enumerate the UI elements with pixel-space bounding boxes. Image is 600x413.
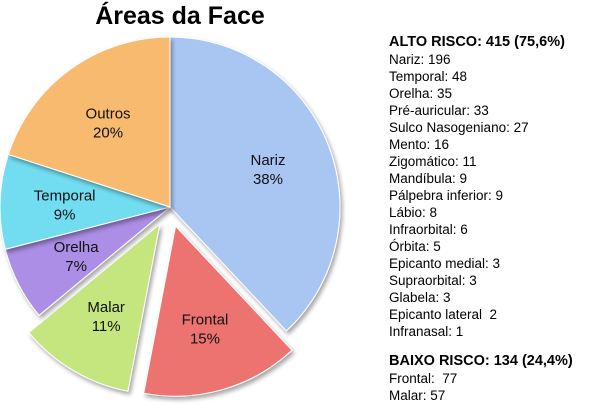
slice-label-nariz: Nariz (250, 152, 285, 169)
legend-high-risk-item: Glabela: 3 (389, 290, 451, 305)
chart-title: Áreas da Face (95, 2, 265, 30)
legend-low-risk-item: Malar: 57 (389, 388, 446, 403)
slice-percent-temporal: 9% (54, 207, 76, 224)
legend-high-risk-item: Pálpebra inferior: 9 (389, 188, 504, 203)
slice-percent-frontal: 15% (190, 330, 220, 347)
legend-high-risk-item: Supraorbital: 3 (389, 273, 477, 288)
legend-high-risk-header: ALTO RISCO: 415 (75,6%) (389, 34, 565, 50)
legend-high-risk-item: Órbita: 5 (389, 239, 441, 254)
legend-high-risk-item: Orelha: 35 (389, 86, 453, 101)
legend: ALTO RISCO: 415 (75,6%) Nariz: 196 Tempor… (389, 33, 597, 404)
legend-low-risk-list: Frontal: 77 Malar: 57 (389, 370, 597, 404)
slice-label-temporal: Temporal (34, 188, 96, 205)
legend-high-risk-item: Mandíbula: 9 (389, 171, 468, 186)
legend-high-risk-item: Nariz: 196 (389, 52, 451, 67)
legend-high-risk-item: Temporal: 48 (389, 69, 468, 84)
legend-high-risk-item: Pré-auricular: 33 (389, 103, 489, 118)
legend-high-risk-item: Mento: 16 (389, 137, 450, 152)
slice-label-frontal: Frontal (182, 311, 229, 328)
slice-percent-malar: 11% (92, 318, 121, 335)
legend-low-risk-header: BAIXO RISCO: 134 (24,4%) (389, 353, 573, 369)
legend-high-risk-item: Lábio: 8 (389, 205, 438, 220)
pie-slice-nariz (169, 36, 341, 332)
legend-low-risk-item: Frontal: 77 (389, 371, 458, 386)
slice-label-outros: Outros (86, 106, 131, 123)
pie-chart: Nariz 38% Frontal 15% Malar 11% Orelha 7% Tempor… (0, 36, 341, 397)
legend-high-risk-list: Nariz: 196 Temporal: 48 Orelha: 35 Pré-auri… (389, 51, 597, 340)
pie-slice-frontal (143, 225, 293, 397)
pie-slice-malar (28, 222, 161, 392)
pie-slice-temporal (0, 153, 172, 250)
legend-high-risk-item: Infraorbital: 6 (389, 222, 468, 237)
legend-high-risk-item: Sulco Nasogeniano: 27 (389, 120, 529, 135)
pie-slice-outros (7, 36, 171, 208)
legend-high-risk-item: Infranasal: 1 (389, 324, 464, 339)
slice-label-malar: Malar (87, 299, 125, 316)
slice-percent-orelha: 7% (65, 258, 87, 275)
slice-percent-outros: 20% (93, 125, 123, 142)
slice-percent-nariz: 38% (253, 171, 283, 188)
slice-label-orelha: Orelha (54, 239, 100, 256)
legend-high-risk-item: Epicanto medial: 3 (389, 256, 501, 271)
legend-high-risk-item: Zigomático: 11 (389, 154, 477, 169)
legend-high-risk-item: Epicanto lateral 2 (389, 307, 498, 322)
